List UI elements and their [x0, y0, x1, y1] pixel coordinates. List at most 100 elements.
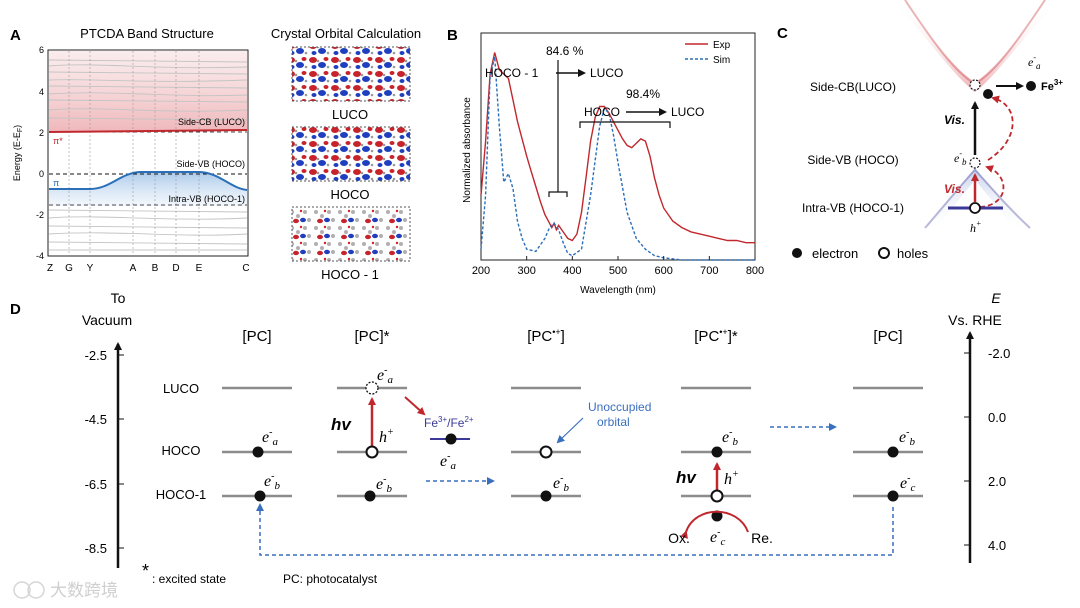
c-dashed-arrow-upper — [987, 95, 1014, 161]
x-tick-label: 500 — [609, 265, 627, 277]
annot-bracket-1 — [548, 191, 568, 197]
c-label-intra-vb: Intra-VB (HOCO-1) — [802, 201, 904, 215]
annot-pct-2: 98.4% — [626, 87, 660, 101]
h-label-state2: h+ — [379, 427, 394, 446]
legend-hole-dot — [878, 247, 890, 259]
band-y-tick: 6 — [39, 45, 44, 55]
ea-label-state1: e-a — [262, 427, 278, 448]
legend-electron: electron — [812, 246, 858, 261]
series-line-sim — [480, 56, 755, 261]
hole-state2 — [365, 445, 379, 459]
asterisk: * — [142, 561, 149, 581]
transferred-electron — [1026, 81, 1036, 91]
watermark-logo: 大数跨境 — [13, 581, 118, 600]
orbital-label-hoco1: HOCO - 1 — [321, 267, 379, 282]
x-tick-label: 400 — [563, 265, 581, 277]
band-y-tick: -4 — [36, 251, 44, 261]
absorbance-y-label: Normalized absorbance — [462, 97, 473, 203]
left-tick: -8.5 — [85, 541, 107, 556]
c-label-side-cb: Side-CB(LUCO) — [810, 80, 896, 94]
unoccupied-orbital-dot — [539, 445, 553, 459]
grey-bands — [48, 59, 248, 251]
x-tick-label: 800 — [746, 265, 764, 277]
eb-label-state5: e-b — [899, 427, 915, 448]
eb-label-state2: e-b — [376, 474, 392, 495]
vb-empty-state — [969, 157, 981, 169]
band-x-tick: D — [172, 263, 179, 274]
cb-cone — [900, 2, 1050, 92]
hoco1-orbital-image — [291, 206, 411, 262]
state-header-pc-final: [PC] — [873, 328, 902, 345]
electron-b-state5 — [887, 446, 899, 458]
cb-curve — [904, 0, 1046, 86]
annot-to-2: LUCO — [671, 105, 704, 119]
hplus-label: h+ — [970, 219, 981, 235]
level-label-hoco: HOCO — [162, 443, 201, 458]
panel-a: A PTCDA Band Structure — [10, 26, 421, 282]
re-label: Re. — [751, 530, 773, 546]
vis-label-1: Vis. — [944, 113, 965, 127]
left-tick: -4.5 — [85, 412, 107, 427]
absorbance-x-ticks: 200 300 400 500 600 700 800 — [472, 256, 764, 277]
right-tick: 0.0 — [988, 410, 1006, 425]
hole-state4 — [710, 489, 724, 503]
orbital-label-hoco: HOCO — [331, 187, 370, 202]
cb-electron — [983, 89, 993, 99]
legend-electron-dot — [792, 248, 802, 258]
x-tick-label: 600 — [654, 265, 672, 277]
ec-label-state4: e-c — [710, 527, 725, 548]
band-x-tick: C — [242, 263, 249, 274]
band-x-tick: B — [152, 263, 159, 274]
band-y-tick: 2 — [39, 128, 44, 138]
band-y-tick: 0 — [39, 169, 44, 179]
cb-shading — [49, 51, 247, 131]
panel-label-d: D — [10, 301, 21, 318]
c-label-side-vb: Side-VB (HOCO) — [807, 153, 898, 167]
k-point-gridlines — [68, 51, 200, 255]
label-pi-star: π* — [53, 136, 63, 146]
orbital-title: Crystal Orbital Calculation — [271, 26, 421, 41]
left-axis-ticks: -2.5 -4.5 -6.5 -8.5 — [85, 348, 124, 556]
state-header-pc-excited: [PC]* — [354, 328, 389, 345]
annot-from-1: HOCO - 1 — [485, 66, 539, 80]
ox-label: Ox. — [668, 530, 690, 546]
panel-c: C Side-CB(LUCO) Side-VB (HOCO) Intra-VB … — [777, 0, 1063, 261]
band-x-tick: Y — [87, 263, 94, 274]
hv-label-state2: hv — [331, 415, 352, 434]
ea-label-redox: e-a — [440, 451, 456, 472]
electron-c-state5 — [887, 490, 899, 502]
energy-levels — [222, 386, 923, 498]
unoccupied-pointer — [556, 417, 584, 444]
right-tick: 2.0 — [988, 474, 1006, 489]
oxidation-arc — [680, 510, 749, 539]
luco-orbital-image — [291, 46, 411, 102]
side-vb-band — [49, 171, 248, 191]
label-intra-vb: Intra-VB (HOCO-1) — [168, 194, 245, 204]
vb-curve — [924, 168, 1031, 229]
band-x-tick: A — [130, 263, 137, 274]
cycle-return-arrow — [256, 503, 894, 556]
x-tick-label: 200 — [472, 265, 490, 277]
right-axis-title-2: Vs. RHE — [948, 312, 1002, 328]
electron-b-state1 — [254, 490, 266, 502]
vb-cone — [920, 168, 1035, 232]
c-dashed-arrow-lower — [979, 165, 1005, 208]
left-tick: -6.5 — [85, 477, 107, 492]
legend-sim: Sim — [713, 55, 730, 66]
band-structure-title: PTCDA Band Structure — [80, 26, 214, 41]
left-axis-title-1: To — [111, 290, 126, 306]
label-pi: π — [53, 178, 59, 188]
transfer-arrow-fe — [404, 396, 426, 416]
photocatalyst-note: PC: photocatalyst — [283, 572, 378, 586]
band-x-tick: Z — [47, 263, 53, 274]
redox-couple-label: Fe3+/Fe2+ — [424, 415, 474, 430]
eb-label-state4: e-b — [722, 427, 738, 448]
annot-from-2: HOCO — [584, 105, 620, 119]
eb-label-state1: e-b — [264, 471, 280, 492]
panel-label-c: C — [777, 25, 788, 42]
side-cb-band — [48, 129, 248, 133]
label-side-cb: Side-CB (LUCO) — [178, 117, 245, 127]
annot-pct-1: 84.6 % — [546, 44, 584, 58]
annot-to-1: LUCO — [590, 66, 623, 80]
